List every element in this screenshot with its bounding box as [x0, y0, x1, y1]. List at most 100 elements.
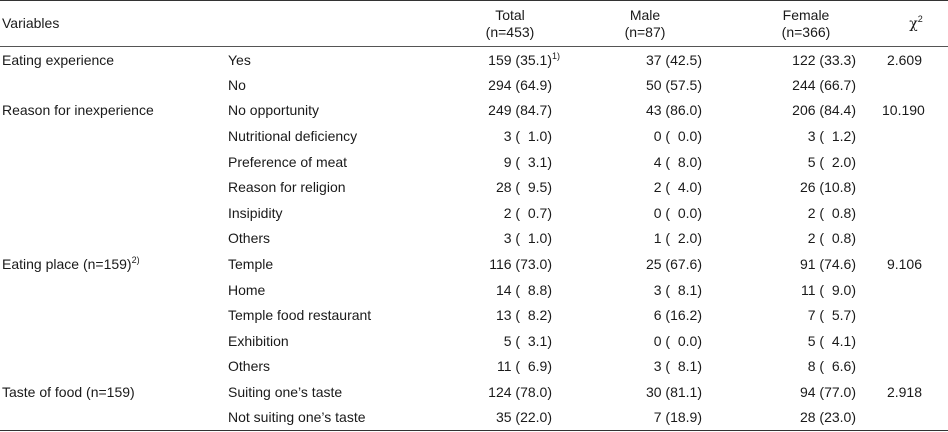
category-cell-text: Others [228, 230, 271, 247]
total-cell: 3 ( 1.0) [460, 123, 560, 149]
category-cell-text: Nutritional deficiency [228, 128, 358, 145]
header-total: Total (n=453) [460, 1, 560, 47]
category-cell-text: Temple food restaurant [228, 307, 372, 324]
male-cell: 3 ( 8.1) [560, 354, 730, 380]
female-cell: 5 ( 2.0) [730, 149, 882, 175]
category-cell: Others [228, 226, 460, 252]
table-row: Insipidity 2 ( 0.7) 0 ( 0.0) 2 ( 0.8) [0, 200, 948, 226]
chi-square-cell-text: 10.190 [882, 102, 925, 119]
variable-cell [0, 149, 228, 175]
variable-cell-text: Eating place (n=159) [2, 256, 132, 273]
chi-symbol: χ [909, 15, 918, 32]
variable-cell: Reason for inexperience [0, 98, 228, 124]
male-cell-text: 3 ( 8.1) [653, 281, 702, 298]
header-chi-square: χ2 [882, 1, 948, 47]
table-row: Eating place (n=159)2) Temple 116 (73.0) 25… [0, 251, 948, 277]
variable-cell-text: Reason for inexperience [2, 102, 154, 119]
male-cell-text: 3 ( 8.1) [653, 358, 702, 375]
female-cell: 8 ( 6.6) [730, 354, 882, 380]
category-cell-text: Exhibition [228, 332, 289, 349]
category-cell-text: Suiting one’s taste [228, 384, 343, 401]
table-row: Others 11 ( 6.9) 3 ( 8.1) 8 ( 6.6) [0, 354, 948, 380]
female-cell-text: 5 ( 2.0) [807, 153, 856, 170]
male-cell: 30 (81.1) [560, 379, 730, 405]
male-cell-text: 6 (16.2) [653, 307, 702, 324]
male-cell: 2 ( 4.0) [560, 174, 730, 200]
variable-cell [0, 328, 228, 354]
chi-square-cell [882, 174, 948, 200]
female-cell-text: 3 ( 1.2) [807, 128, 856, 145]
female-cell-text: 8 ( 6.6) [807, 358, 856, 375]
header-total-n: (n=453) [485, 23, 535, 40]
male-cell: 0 ( 0.0) [560, 200, 730, 226]
male-cell-text: 43 (86.0) [645, 102, 702, 119]
header-female: Female (n=366) [730, 1, 882, 47]
total-cell-text: 28 ( 9.5) [495, 179, 552, 196]
category-cell: Insipidity [228, 200, 460, 226]
category-cell: Nutritional deficiency [228, 123, 460, 149]
female-cell: 122 (33.3) [730, 47, 882, 73]
header-female-label: Female [782, 6, 830, 23]
total-cell: 249 (84.7) [460, 98, 560, 124]
female-cell: 206 (84.4) [730, 98, 882, 124]
female-cell: 11 ( 9.0) [730, 277, 882, 303]
category-cell: Not suiting one’s taste [228, 404, 460, 431]
category-cell-text: Reason for religion [228, 179, 346, 196]
female-cell: 7 ( 5.7) [730, 302, 882, 328]
chi-square-cell [882, 404, 948, 431]
table-row: Others 3 ( 1.0) 1 ( 2.0) 2 ( 0.8) [0, 226, 948, 252]
female-cell: 5 ( 4.1) [730, 328, 882, 354]
chi-square-cell [882, 277, 948, 303]
total-cell: 159 (35.1)1) [460, 47, 560, 73]
female-cell-text: 206 (84.4) [792, 102, 856, 119]
male-cell-text: 0 ( 0.0) [653, 128, 702, 145]
category-cell: Home [228, 277, 460, 303]
variable-cell [0, 354, 228, 380]
total-cell-text: 35 (22.0) [495, 409, 552, 426]
male-cell: 25 (67.6) [560, 251, 730, 277]
variable-cell-text: Taste of food (n=159) [2, 384, 135, 401]
variable-footnote-mark: 2) [131, 255, 140, 266]
total-cell-text: 116 (73.0) [489, 256, 552, 273]
male-cell-text: 50 (57.5) [645, 76, 702, 93]
category-cell: Yes [228, 47, 460, 73]
female-cell-text: 11 ( 9.0) [801, 281, 856, 298]
variable-cell [0, 123, 228, 149]
chi-square-cell-text: 2.609 [886, 51, 922, 68]
female-cell-text: 28 (23.0) [799, 409, 856, 426]
total-cell-text: 2 ( 0.7) [503, 204, 552, 221]
table-row: Not suiting one’s taste 35 (22.0) 7 (18.9)… [0, 404, 948, 431]
chi-square-cell [882, 328, 948, 354]
female-cell: 3 ( 1.2) [730, 123, 882, 149]
male-cell-text: 0 ( 0.0) [653, 204, 702, 221]
total-footnote-mark: 1) [551, 50, 560, 61]
category-cell: Reason for religion [228, 174, 460, 200]
header-male: Male (n=87) [560, 1, 730, 47]
chi-square-cell: 10.190 [882, 98, 948, 124]
header-variables: Variables [2, 15, 60, 31]
variable-cell: Eating experience [0, 47, 228, 73]
category-cell: Others [228, 354, 460, 380]
category-cell-text: Temple [228, 256, 274, 273]
total-cell-text: 14 ( 8.8) [495, 281, 552, 298]
header-category [228, 1, 460, 47]
male-cell: 7 (18.9) [560, 404, 730, 431]
category-cell-text: Home [228, 281, 266, 298]
chi-square-cell-text: 2.918 [886, 384, 922, 401]
variable-cell [0, 302, 228, 328]
header-row: Variables Total (n=453) Male (n=87) Fema… [0, 0, 948, 47]
total-cell: 13 ( 8.2) [460, 302, 560, 328]
variable-cell [0, 226, 228, 252]
table-row: Exhibition 5 ( 3.1) 0 ( 0.0) 5 ( 4.1) [0, 328, 948, 354]
table-row: Taste of food (n=159) Suiting one’s taste… [0, 379, 948, 405]
total-cell: 2 ( 0.7) [460, 200, 560, 226]
category-cell: Temple [228, 251, 460, 277]
table-row: Preference of meat 9 ( 3.1) 4 ( 8.0) 5 ( 2.… [0, 149, 948, 175]
total-cell: 11 ( 6.9) [460, 354, 560, 380]
female-cell-text: 26 (10.8) [799, 179, 856, 196]
male-cell-text: 1 ( 2.0) [653, 230, 702, 247]
table-header: Variables Total (n=453) Male (n=87) Fema… [0, 0, 948, 47]
chi-square-cell [882, 123, 948, 149]
header-male-n: (n=87) [624, 23, 666, 40]
category-cell-text: No [228, 76, 246, 93]
